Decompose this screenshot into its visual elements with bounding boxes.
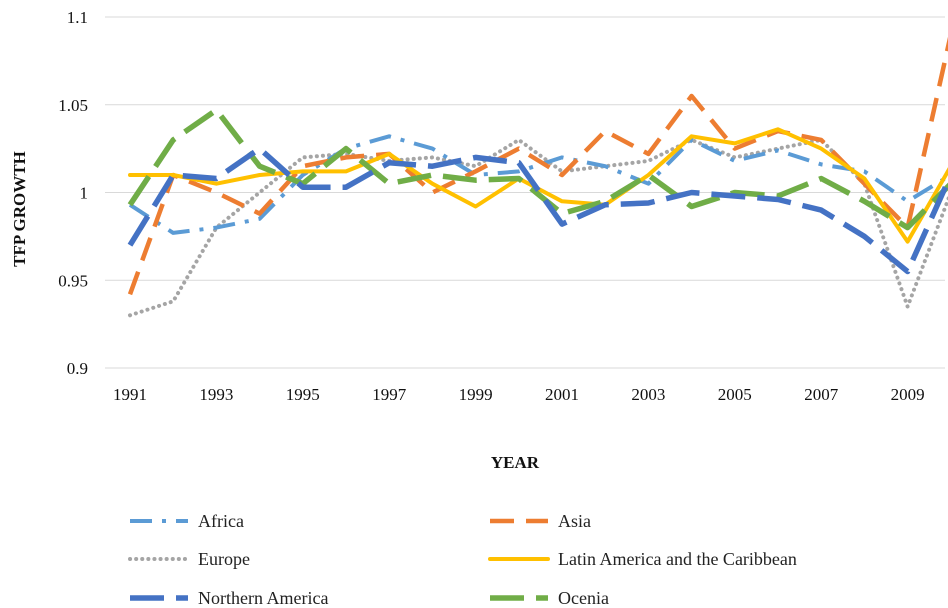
- legend: Africa Asia Europe Latin America and the Ca…: [128, 511, 797, 608]
- x-tick-label: 2003: [631, 385, 665, 404]
- legend-label: Asia: [558, 511, 591, 531]
- series-layer: [127, 36, 948, 318]
- x-tick-label: 2009: [891, 385, 925, 404]
- series-line-northern-america: [127, 145, 948, 275]
- x-tick-label: 1993: [199, 385, 233, 404]
- x-tick-label: 1997: [372, 385, 407, 404]
- x-tick-label: 1999: [459, 385, 493, 404]
- y-axis-title: TFP GROWTH: [10, 151, 29, 267]
- x-axis-title: YEAR: [491, 453, 540, 472]
- x-tick-label: 1991: [113, 385, 147, 404]
- series-line-ocenia: [127, 107, 948, 231]
- x-tick-label: 2001: [545, 385, 579, 404]
- y-tick-label: 1.05: [58, 96, 88, 115]
- y-tick-label: 0.9: [67, 359, 88, 378]
- series-line-africa: [128, 134, 948, 235]
- legend-label: Europe: [198, 549, 250, 569]
- x-tick-label: 2005: [718, 385, 752, 404]
- x-tick-labels: 1991 1993 1995 1997 1999 2001 2003 2005 2007 2009: [113, 385, 925, 404]
- y-tick-label: 0.95: [58, 271, 88, 290]
- legend-label: Northern America: [198, 588, 328, 608]
- y-tick-label: 1.1: [67, 8, 88, 27]
- series-line-latin-america-and-the-caribbean: [128, 127, 948, 244]
- series-line-europe: [128, 137, 948, 318]
- series-line-asia: [127, 36, 948, 296]
- x-tick-label: 2007: [804, 385, 839, 404]
- y-tick-labels: 0.9 0.95 1 1.05 1.1: [58, 8, 88, 378]
- grid-layer: [105, 16, 945, 369]
- legend-label: Latin America and the Caribbean: [558, 549, 797, 569]
- y-tick-label: 1: [80, 184, 89, 203]
- legend-label: Ocenia: [558, 588, 609, 608]
- x-tick-label: 1995: [286, 385, 320, 404]
- legend-label: Africa: [198, 511, 244, 531]
